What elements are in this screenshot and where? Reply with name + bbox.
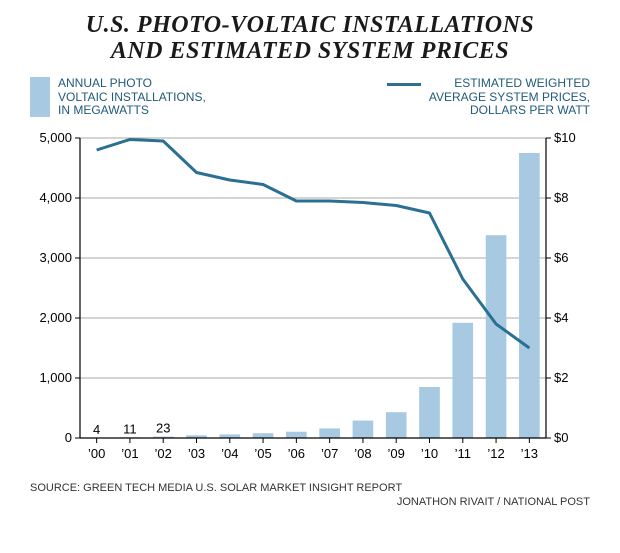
- legend-left-line: IN MEGAWATTS: [58, 104, 206, 118]
- legend-right-line: ESTIMATED WEIGHTED: [429, 77, 590, 91]
- svg-text:$4: $4: [554, 310, 568, 325]
- chart-footer: SOURCE: GREEN TECH MEDIA U.S. SOLAR MARK…: [0, 468, 620, 508]
- svg-text:’11: ’11: [455, 446, 471, 461]
- svg-text:’09: ’09: [388, 446, 405, 461]
- legend-left-line: ANNUAL PHOTO: [58, 77, 206, 91]
- svg-text:’02: ’02: [155, 446, 172, 461]
- legend-right-text: ESTIMATED WEIGHTED AVERAGE SYSTEM PRICES…: [429, 77, 590, 118]
- svg-text:’03: ’03: [188, 446, 205, 461]
- legend: ANNUAL PHOTO VOLTAIC INSTALLATIONS, IN M…: [0, 73, 620, 128]
- title-line2: AND ESTIMATED SYSTEM PRICES: [20, 38, 600, 64]
- source-line: SOURCE: GREEN TECH MEDIA U.S. SOLAR MARK…: [30, 482, 590, 494]
- legend-right-line: AVERAGE SYSTEM PRICES,: [429, 91, 590, 105]
- title-line1: U.S. PHOTO-VOLTAIC INSTALLATIONS: [20, 12, 600, 38]
- chart-area: 4 11 23 0 1,000 2,000 3,000 4,000 5,000 $0 $2 $4 $6 $…: [30, 128, 590, 468]
- svg-text:’01: ’01: [121, 446, 138, 461]
- svg-text:’00: ’00: [88, 446, 105, 461]
- svg-text:’12: ’12: [487, 446, 504, 461]
- svg-text:2,000: 2,000: [39, 310, 72, 325]
- svg-text:$10: $10: [554, 130, 576, 145]
- credit-line: JONATHON RIVAIT / NATIONAL POST: [30, 496, 590, 508]
- svg-text:5,000: 5,000: [39, 130, 72, 145]
- svg-text:’07: ’07: [321, 446, 338, 461]
- svg-text:11: 11: [123, 422, 137, 437]
- legend-right-line: DOLLARS PER WATT: [429, 104, 590, 118]
- legend-left-line: VOLTAIC INSTALLATIONS,: [58, 91, 206, 105]
- svg-text:0: 0: [65, 430, 72, 445]
- svg-text:$8: $8: [554, 190, 568, 205]
- legend-bars: ANNUAL PHOTO VOLTAIC INSTALLATIONS, IN M…: [30, 77, 310, 118]
- svg-text:’08: ’08: [354, 446, 371, 461]
- svg-text:4,000: 4,000: [39, 190, 72, 205]
- svg-text:$6: $6: [554, 250, 568, 265]
- svg-text:’06: ’06: [288, 446, 305, 461]
- svg-text:’10: ’10: [421, 446, 438, 461]
- svg-text:1,000: 1,000: [39, 370, 72, 385]
- line-swatch-icon: [387, 77, 421, 117]
- svg-text:’13: ’13: [521, 446, 538, 461]
- legend-line: ESTIMATED WEIGHTED AVERAGE SYSTEM PRICES…: [310, 77, 590, 118]
- chart-svg: 4 11 23 0 1,000 2,000 3,000 4,000 5,000 $0 $2 $4 $6 $…: [30, 128, 590, 468]
- svg-text:23: 23: [156, 421, 170, 436]
- chart-title: U.S. PHOTO-VOLTAIC INSTALLATIONS AND EST…: [0, 0, 620, 73]
- legend-left-text: ANNUAL PHOTO VOLTAIC INSTALLATIONS, IN M…: [58, 77, 206, 118]
- svg-text:’04: ’04: [221, 446, 238, 461]
- svg-text:$2: $2: [554, 370, 568, 385]
- bar-swatch-icon: [30, 77, 50, 117]
- svg-text:3,000: 3,000: [39, 250, 72, 265]
- svg-text:$0: $0: [554, 430, 568, 445]
- svg-text:’05: ’05: [254, 446, 271, 461]
- svg-text:4: 4: [93, 422, 100, 437]
